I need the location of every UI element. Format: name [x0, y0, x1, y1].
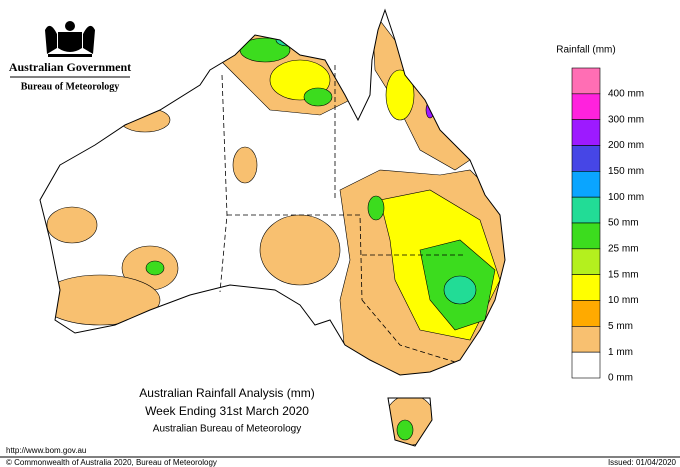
legend-swatch [571, 274, 601, 301]
legend-label: 1 mm [608, 347, 633, 358]
coat-of-arms [45, 21, 95, 57]
map-title: Australian Rainfall Analysis (mm) [139, 386, 314, 400]
legend-label: 200 mm [608, 140, 644, 151]
legend-label: 50 mm [608, 218, 639, 229]
legend-label: 400 mm [608, 88, 644, 99]
map-subtitle: Week Ending 31st March 2020 [145, 404, 309, 418]
legend-swatch [571, 93, 601, 120]
legend-swatch [571, 222, 601, 250]
legend-label: 5 mm [608, 321, 633, 332]
issued-date: Issued: 01/04/2020 [608, 458, 677, 467]
legend-swatch [571, 171, 601, 198]
government-name: Australian Government [9, 60, 131, 74]
legend-label: 0 mm [608, 373, 633, 384]
legend-swatch [571, 196, 601, 224]
copyright: © Commonwealth of Australia 2020, Bureau… [6, 458, 217, 467]
legend-swatch [571, 67, 601, 95]
legend-swatch [571, 119, 601, 146]
legend-label: 150 mm [608, 166, 644, 177]
legend-label: 10 mm [608, 295, 639, 306]
legend-swatch [571, 351, 601, 379]
legend-swatch [571, 248, 601, 275]
url: http://www.bom.gov.au [6, 446, 86, 455]
legend-swatch [571, 145, 601, 172]
legend-swatch [571, 300, 601, 327]
legend: 400 mm 300 mm 200 mm 150 mm 100 mm 50 mm 25 mm… [571, 67, 644, 384]
legend-label: 100 mm [608, 192, 644, 203]
legend-title: Rainfall (mm) [556, 45, 615, 56]
map-source: Australian Bureau of Meteorology [153, 424, 301, 435]
legend-label: 25 mm [608, 243, 639, 254]
agency-name: Bureau of Meteorology [21, 81, 120, 92]
legend-label: 300 mm [608, 114, 644, 125]
legend-swatch [571, 326, 601, 353]
legend-label: 15 mm [608, 269, 639, 280]
